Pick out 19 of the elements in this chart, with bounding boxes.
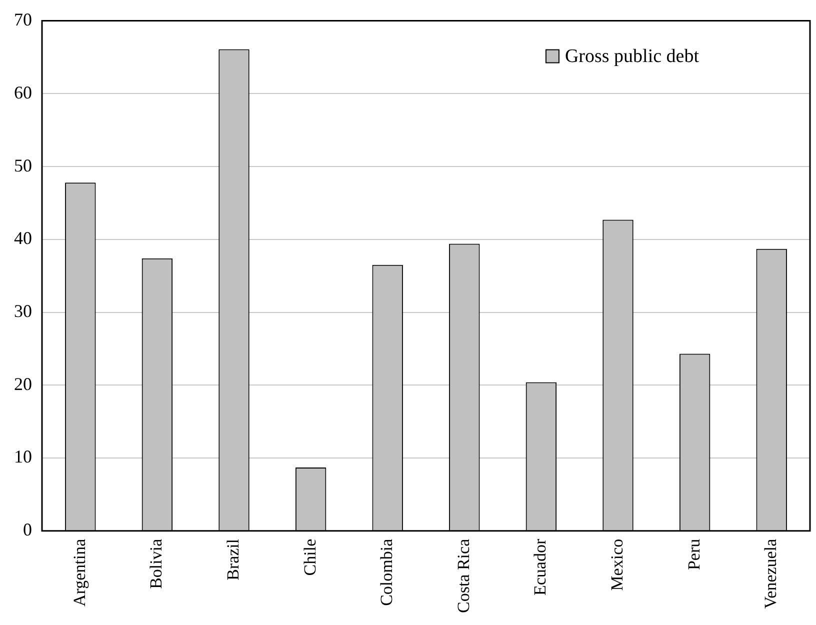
y-tick-label: 70 [14, 10, 32, 30]
x-tick-label: Peru [684, 538, 704, 570]
y-tick-label: 60 [14, 82, 32, 102]
y-tick-label: 30 [14, 301, 32, 322]
y-tick-label: 20 [14, 374, 32, 394]
legend-label: Gross public debt [564, 46, 700, 67]
x-tick-label: Costa Rica [454, 538, 473, 614]
y-tick-label: 10 [14, 446, 32, 467]
y-tick-label: 0 [23, 520, 32, 540]
x-tick-label: Venezuela [761, 538, 780, 609]
x-tick-label: Brazil [223, 538, 242, 580]
y-tick-label: 40 [14, 228, 32, 248]
x-tick-label: Chile [300, 538, 320, 576]
x-tick-label: Argentina [70, 538, 89, 607]
x-tick-label: Bolivia [146, 538, 166, 589]
y-tick-label: 50 [14, 155, 32, 176]
x-tick-label: Ecuador [530, 538, 550, 596]
x-tick-label: Mexico [607, 538, 626, 591]
x-tick-label: Colombia [377, 538, 396, 606]
